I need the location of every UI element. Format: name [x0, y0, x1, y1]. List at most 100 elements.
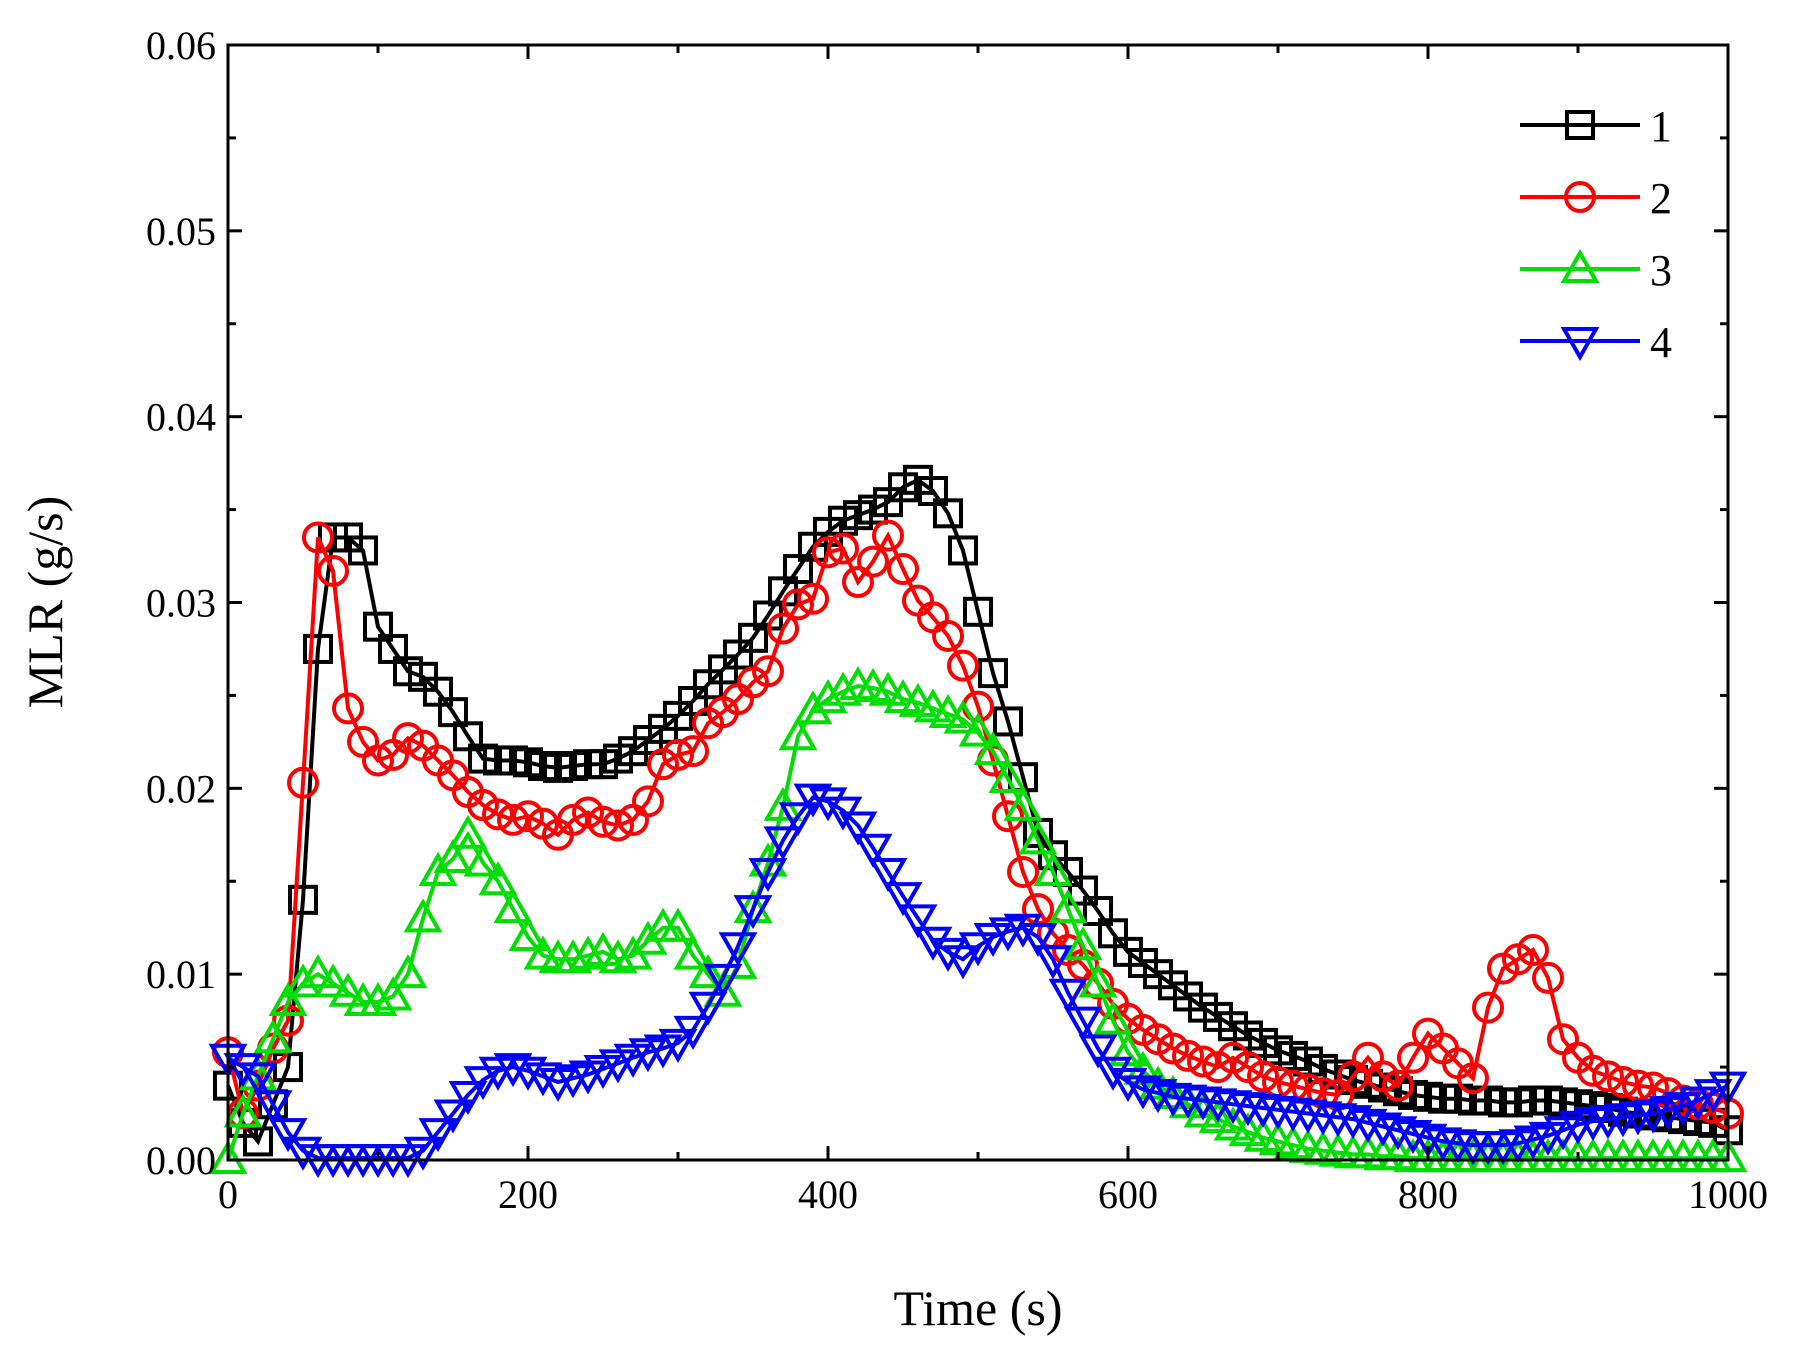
series-3-point: [403, 898, 443, 933]
series-2-point: [1397, 1041, 1429, 1074]
series-3-point: [298, 954, 338, 989]
series-3-point: [463, 842, 503, 877]
series-3-point: [673, 935, 713, 970]
series-4-point: [898, 904, 938, 939]
series-4-point: [523, 1062, 563, 1097]
series-4-point: [718, 932, 758, 967]
series-3-point: [358, 982, 398, 1017]
series-4-point: [1333, 1105, 1373, 1140]
series-2-point: [602, 809, 634, 842]
series-4-point: [1678, 1086, 1718, 1121]
series-4-point: [1393, 1119, 1433, 1155]
series-4-point: [733, 895, 773, 930]
series-4-point: [1378, 1116, 1418, 1151]
series-2-point: [1247, 1060, 1279, 1093]
series-2-point: [1157, 1032, 1189, 1065]
x-tick-label: 600: [1098, 1172, 1158, 1217]
series-2-point: [782, 588, 814, 621]
series-3-point: [808, 679, 848, 714]
series-3-point: [598, 939, 638, 974]
series-4-point: [1108, 1067, 1148, 1102]
series-4: [208, 783, 1748, 1179]
y-tick-label: 0.06: [146, 23, 216, 68]
series-4-point: [943, 945, 983, 980]
series-3-point: [373, 976, 413, 1011]
series-4-point: [463, 1066, 503, 1101]
series-3-point: [988, 759, 1028, 794]
series-2-point: [317, 554, 349, 587]
series-4-point: [1408, 1123, 1448, 1158]
legend-marker: [1560, 327, 1600, 362]
legend-marker: [1565, 110, 1595, 140]
series-4-point: [1123, 1075, 1163, 1110]
series-2-point: [1577, 1054, 1609, 1087]
series-4-point: [703, 963, 743, 998]
series-2-point: [1457, 1062, 1489, 1095]
series-3-point: [223, 1093, 263, 1128]
series-4-point: [508, 1056, 548, 1091]
series-2-point: [797, 582, 829, 615]
x-axis-title: Time (s): [893, 1280, 1062, 1336]
series-4-point: [1348, 1108, 1388, 1143]
series-3-point: [433, 838, 473, 873]
series-2-point: [1187, 1045, 1219, 1078]
series-2-point: [287, 766, 319, 799]
legend-item-3: 3: [1520, 246, 1672, 295]
x-tick-label: 0: [218, 1172, 238, 1217]
series-2-point: [842, 566, 874, 599]
series-4-point: [238, 1062, 278, 1097]
y-axis-title: MLR (g/s): [17, 496, 73, 709]
series-1-point: [978, 658, 1008, 689]
y-tick-label: 0.04: [146, 395, 216, 440]
series-4-point: [808, 787, 848, 822]
series-4-point: [1363, 1112, 1403, 1147]
series-2-point: [1172, 1039, 1204, 1072]
series-3-point: [688, 954, 728, 989]
series-3-point: [388, 954, 428, 989]
series-3-point: [328, 972, 368, 1007]
series-1: [213, 464, 1743, 1157]
series-2-point: [992, 800, 1024, 833]
series-2-point: [302, 521, 334, 554]
series-1-point: [993, 706, 1023, 737]
series-4-point: [868, 857, 908, 892]
y-tick-label: 0.00: [146, 1138, 216, 1183]
series-2-point: [1532, 961, 1564, 994]
series-1-point: [243, 1126, 273, 1157]
series-2-point: [677, 735, 709, 768]
series-2-point: [767, 612, 799, 645]
series-4-point: [658, 1028, 698, 1063]
series-3-point: [583, 931, 623, 966]
y-tick-label: 0.05: [146, 209, 216, 254]
series-4-point: [223, 1053, 263, 1088]
series-2-point: [1007, 855, 1039, 888]
series-3-point: [868, 671, 908, 706]
series-2-point: [632, 785, 664, 818]
series-3-point: [778, 716, 818, 751]
series-2-point: [1382, 1069, 1414, 1102]
series-2-point: [1472, 991, 1504, 1024]
series-2-point: [662, 738, 694, 771]
series-4-point: [1018, 923, 1058, 958]
series-4-point: [763, 826, 803, 861]
series-4-point: [253, 1090, 293, 1125]
legend-marker: [1560, 248, 1600, 283]
series-2-point: [752, 655, 784, 688]
legend-item-1: 1: [1520, 102, 1672, 151]
series-1-point: [348, 535, 378, 566]
series-1-point: [948, 535, 978, 566]
series-4-point: [928, 937, 968, 972]
series-layer: [208, 464, 1748, 1179]
series-3-point: [1048, 889, 1088, 924]
x-tick-label: 400: [798, 1172, 858, 1217]
series-3-point: [553, 939, 593, 974]
series-4-point: [1138, 1079, 1178, 1114]
series-3-point: [973, 731, 1013, 766]
series-3-point: [658, 907, 698, 942]
series-3-point: [1093, 1000, 1133, 1035]
series-4-point: [748, 857, 788, 892]
series-3-point: [283, 963, 323, 998]
series-3-point: [1003, 786, 1043, 821]
series-3-point: [493, 889, 533, 924]
series-4-point: [418, 1118, 458, 1153]
